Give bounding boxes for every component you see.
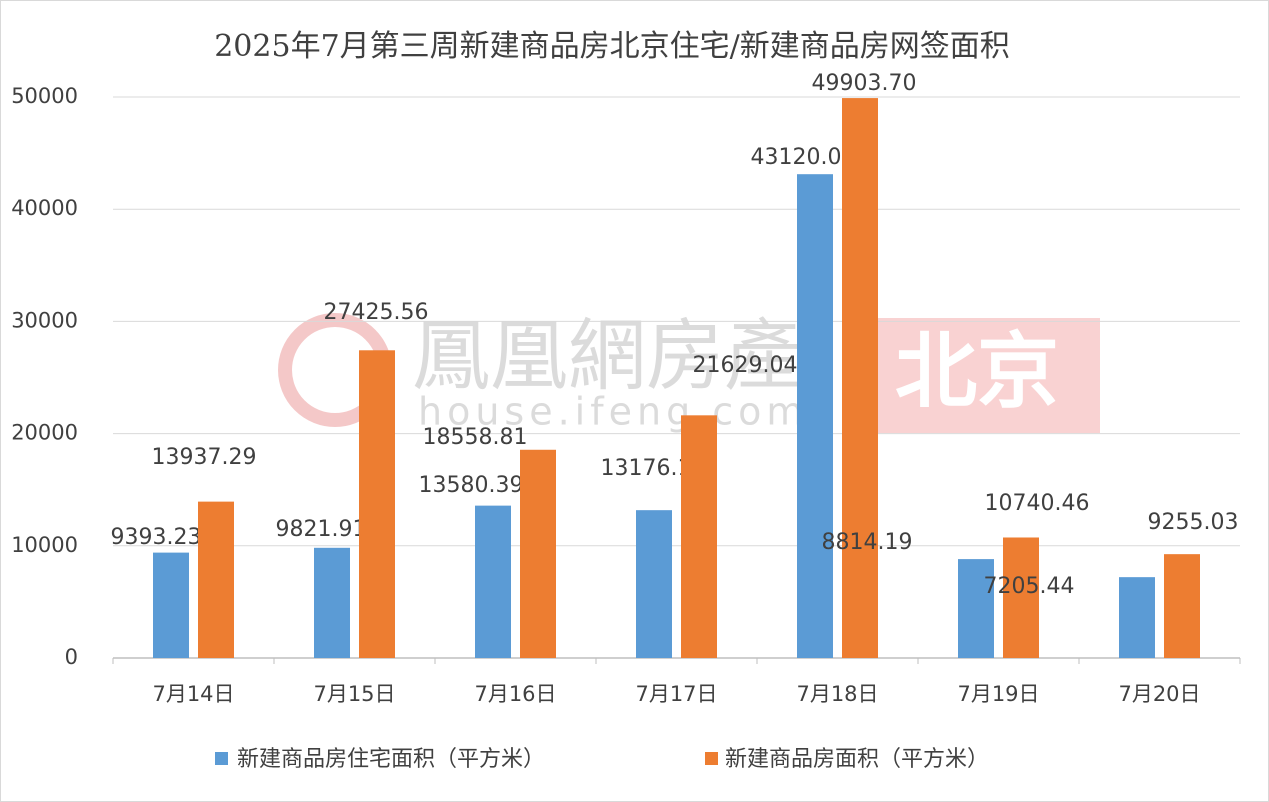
watermark-brand: 鳳凰網房產 [412, 312, 802, 402]
data-label: 10740.46 [985, 491, 1090, 516]
bar [153, 552, 189, 658]
x-tick-label: 7月18日 [796, 682, 878, 706]
bar [797, 174, 833, 658]
data-label: 27425.56 [324, 300, 429, 325]
data-label: 9255.03 [1148, 510, 1239, 535]
bar [359, 350, 395, 658]
legend-label: 新建商品房住宅面积（平方米） [237, 747, 545, 772]
bar [958, 559, 994, 658]
legend-swatch [215, 752, 228, 765]
y-tick-label: 20000 [11, 421, 78, 445]
data-label: 13580.39 [419, 473, 524, 498]
bar [636, 510, 672, 658]
watermark-url: house.ifeng.com [418, 390, 808, 434]
data-label: 9393.23 [111, 525, 202, 550]
watermark-city: 北京 [895, 324, 1059, 419]
y-tick-label: 50000 [11, 84, 78, 108]
y-tick-label: 0 [65, 645, 78, 669]
x-tick-label: 7月16日 [474, 682, 556, 706]
bar [1164, 554, 1200, 658]
x-tick-label: 7月17日 [635, 682, 717, 706]
x-tick-label: 7月20日 [1118, 682, 1200, 706]
bar [475, 505, 511, 658]
legend-label: 新建商品房面积（平方米） [725, 747, 989, 772]
data-label: 13937.29 [152, 445, 257, 470]
x-tick-label: 7月14日 [152, 682, 234, 706]
data-label: 49903.70 [812, 71, 917, 96]
bar [1119, 577, 1155, 658]
data-label: 9821.91 [276, 517, 367, 542]
data-label: 43120.05 [751, 145, 856, 170]
bar [681, 415, 717, 658]
data-label: 8814.19 [822, 530, 913, 555]
bar [1003, 537, 1039, 658]
y-tick-label: 10000 [11, 533, 78, 557]
x-tick-label: 7月15日 [313, 682, 395, 706]
bar [520, 449, 556, 658]
watermark-box [855, 318, 1100, 433]
data-label: 21629.04 [693, 353, 798, 378]
bar [314, 547, 350, 658]
data-label: 7205.44 [984, 574, 1075, 599]
data-label: 18558.81 [423, 425, 528, 450]
legend-swatch [705, 752, 718, 765]
bar [198, 501, 234, 658]
bar [842, 98, 878, 658]
y-tick-label: 40000 [11, 196, 78, 220]
watermark: 鳳凰網房產 house.ifeng.com 北京 [278, 312, 1100, 434]
chart-title: 2025年7月第三周新建商品房北京住宅/新建商品房网签面积 [214, 29, 1010, 64]
y-tick-label: 30000 [11, 308, 78, 332]
x-tick-label: 7月19日 [957, 682, 1039, 706]
